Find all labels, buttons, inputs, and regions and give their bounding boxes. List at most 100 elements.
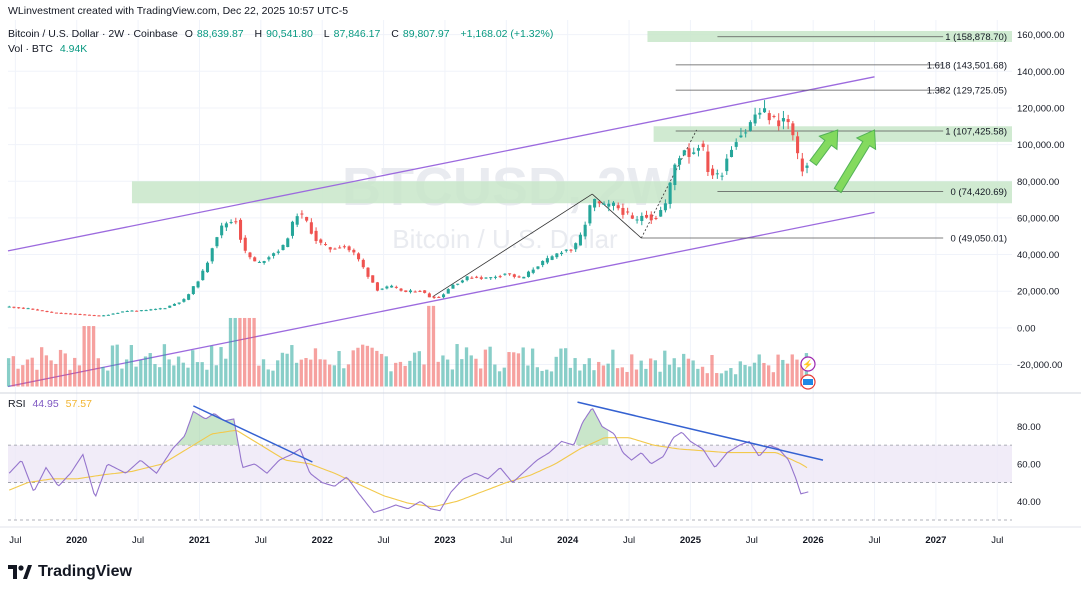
candle-body: [663, 203, 667, 211]
candle-body: [725, 158, 729, 172]
candle-body: [187, 294, 191, 300]
volume-bar: [63, 353, 67, 387]
volume-bar: [21, 365, 25, 387]
volume-bar: [54, 363, 58, 387]
volume-bar: [738, 361, 742, 387]
volume-bar: [592, 370, 596, 387]
volume-bar: [412, 352, 417, 387]
volume-bar: [781, 359, 785, 387]
volume-bar: [441, 355, 445, 387]
candle-body: [45, 311, 49, 313]
candle-body: [276, 251, 280, 253]
candle-body: [578, 234, 582, 246]
volume-bar: [436, 361, 440, 387]
volume-bar: [181, 362, 185, 387]
volume-bar: [464, 347, 469, 387]
volume-bar: [398, 361, 403, 387]
volume-bar: [58, 349, 63, 387]
volume-bar: [568, 367, 573, 387]
volume-bar: [530, 348, 535, 387]
volume-bar: [630, 354, 634, 387]
candle-body: [97, 315, 101, 317]
rsi-label[interactable]: RSI: [8, 398, 26, 410]
candle-body: [644, 214, 649, 218]
candle-body: [21, 307, 25, 309]
volume-bar: [219, 347, 223, 387]
support-zone: [131, 181, 1013, 204]
candle-body: [404, 290, 408, 292]
price-tick-label: 80,000.00: [1017, 177, 1059, 188]
symbol-title[interactable]: Bitcoin / U.S. Dollar · 2W · Coinbase: [8, 28, 178, 40]
candle-body: [630, 215, 634, 219]
candle-body: [210, 248, 214, 262]
candle-body: [234, 221, 238, 223]
candle-body: [149, 309, 153, 311]
volume-bar: [342, 368, 346, 387]
volume-bar: [578, 370, 582, 387]
volume-bar: [68, 369, 72, 387]
volume-bar: [422, 364, 426, 387]
volume-bar: [634, 369, 639, 387]
fib-label: 0 (49,050.01): [950, 233, 1007, 244]
candle-body: [229, 222, 233, 224]
volume-bar: [757, 354, 761, 387]
candle-body: [139, 310, 143, 312]
rsi-overbought-fill: [576, 407, 609, 446]
time-tick-label: Jul: [255, 535, 267, 546]
time-tick-label: 2024: [557, 535, 579, 546]
volume-bar: [752, 362, 757, 387]
volume-bar: [488, 346, 492, 387]
candle-body: [92, 315, 96, 317]
volume-bar: [493, 364, 497, 387]
volume-bar: [686, 358, 691, 387]
volume-bar: [242, 317, 247, 387]
time-tick-label: Jul: [378, 535, 390, 546]
volume-bar: [512, 352, 516, 387]
volume-bar: [705, 373, 709, 387]
candle-body: [696, 148, 700, 151]
volume-bar: [106, 370, 110, 387]
candle-body: [158, 308, 162, 310]
candle-body: [102, 315, 106, 317]
fib-label: 1 (158,878.70): [945, 32, 1007, 43]
rsi-tick-label: 40.00: [1017, 497, 1041, 508]
candle-body: [78, 314, 82, 316]
volume-bar: [677, 367, 681, 387]
candle-body: [328, 247, 332, 250]
candle-body: [423, 290, 427, 293]
candle-body: [569, 249, 573, 251]
candle-body: [371, 275, 375, 283]
volume-bar: [384, 356, 388, 387]
candle-body: [7, 306, 11, 308]
candle-body: [390, 285, 394, 288]
candle-body: [253, 257, 257, 262]
volume-bar: [653, 360, 658, 387]
candle-body: [375, 282, 379, 291]
volume-bar: [540, 370, 544, 387]
tradingview-logo: TradingView: [8, 563, 132, 581]
candle-body: [673, 164, 677, 186]
volume-label[interactable]: Vol · BTC: [8, 43, 53, 55]
volume-bar: [238, 317, 242, 387]
candle-body: [196, 281, 200, 288]
volume-bar: [361, 344, 365, 387]
fib-tool-line: [432, 193, 593, 298]
candle-body: [668, 182, 672, 204]
volume-bar: [507, 352, 511, 387]
candle-body: [758, 112, 762, 115]
volume-bar: [526, 365, 530, 387]
candle-body: [87, 314, 92, 316]
volume-bar: [582, 364, 587, 387]
volume-bar: [271, 370, 275, 387]
candle-body: [12, 306, 16, 308]
candle-body: [451, 284, 455, 289]
volume-bar: [559, 348, 563, 387]
volume-bar: [615, 368, 620, 387]
candle-body: [309, 222, 313, 234]
channel-lower-line: [7, 211, 875, 388]
candle-body: [777, 120, 781, 127]
candle-body: [493, 276, 497, 278]
candle-body: [399, 288, 403, 291]
candle-body: [342, 246, 346, 248]
